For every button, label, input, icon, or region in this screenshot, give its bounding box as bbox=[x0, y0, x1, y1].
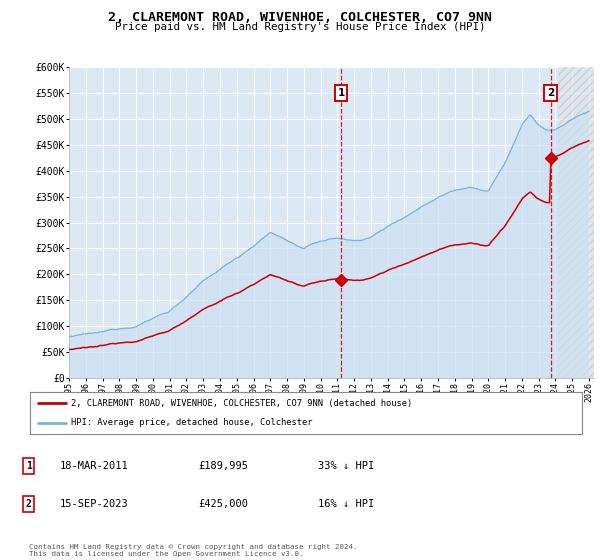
Text: £189,995: £189,995 bbox=[198, 461, 248, 471]
Text: 2: 2 bbox=[26, 499, 32, 509]
Text: HPI: Average price, detached house, Colchester: HPI: Average price, detached house, Colc… bbox=[71, 418, 313, 427]
Text: 2, CLAREMONT ROAD, WIVENHOE, COLCHESTER, CO7 9NN (detached house): 2, CLAREMONT ROAD, WIVENHOE, COLCHESTER,… bbox=[71, 399, 413, 408]
Text: 33% ↓ HPI: 33% ↓ HPI bbox=[318, 461, 374, 471]
Text: £425,000: £425,000 bbox=[198, 499, 248, 509]
Bar bbox=[558, 67, 600, 378]
Text: 2: 2 bbox=[547, 88, 554, 98]
Text: Price paid vs. HM Land Registry's House Price Index (HPI): Price paid vs. HM Land Registry's House … bbox=[115, 22, 485, 32]
Text: Contains HM Land Registry data © Crown copyright and database right 2024.
This d: Contains HM Land Registry data © Crown c… bbox=[29, 544, 358, 557]
Text: 16% ↓ HPI: 16% ↓ HPI bbox=[318, 499, 374, 509]
Text: 1: 1 bbox=[26, 461, 32, 471]
Text: 18-MAR-2011: 18-MAR-2011 bbox=[60, 461, 129, 471]
Text: 15-SEP-2023: 15-SEP-2023 bbox=[60, 499, 129, 509]
Text: 2, CLAREMONT ROAD, WIVENHOE, COLCHESTER, CO7 9NN: 2, CLAREMONT ROAD, WIVENHOE, COLCHESTER,… bbox=[108, 11, 492, 24]
Text: 1: 1 bbox=[337, 88, 344, 98]
Bar bbox=[558, 67, 600, 378]
